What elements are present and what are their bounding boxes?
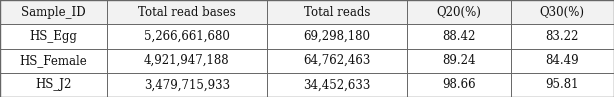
Text: Q20(%): Q20(%) (437, 6, 481, 19)
Bar (0, 0, 614, 24)
Text: Q30(%): Q30(%) (540, 6, 585, 19)
Text: HS_J2: HS_J2 (35, 78, 72, 91)
Text: 88.42: 88.42 (442, 30, 475, 43)
Text: 98.66: 98.66 (442, 78, 476, 91)
Text: 89.24: 89.24 (442, 54, 476, 67)
Text: 3,479,715,933: 3,479,715,933 (144, 78, 230, 91)
Text: 34,452,633: 34,452,633 (303, 78, 371, 91)
Text: 4,921,947,188: 4,921,947,188 (144, 54, 230, 67)
Text: 64,762,463: 64,762,463 (303, 54, 371, 67)
Text: 69,298,180: 69,298,180 (303, 30, 370, 43)
Text: Total reads: Total reads (304, 6, 370, 19)
Text: 84.49: 84.49 (545, 54, 579, 67)
Text: Sample_ID: Sample_ID (21, 6, 86, 19)
Text: 83.22: 83.22 (546, 30, 579, 43)
Text: Total read bases: Total read bases (138, 6, 236, 19)
Bar (0, 48, 614, 73)
Text: 5,266,661,680: 5,266,661,680 (144, 30, 230, 43)
Bar (0, 24, 614, 48)
Bar (0, 73, 614, 97)
Text: HS_Egg: HS_Egg (29, 30, 77, 43)
Text: HS_Female: HS_Female (20, 54, 87, 67)
Text: 95.81: 95.81 (545, 78, 579, 91)
